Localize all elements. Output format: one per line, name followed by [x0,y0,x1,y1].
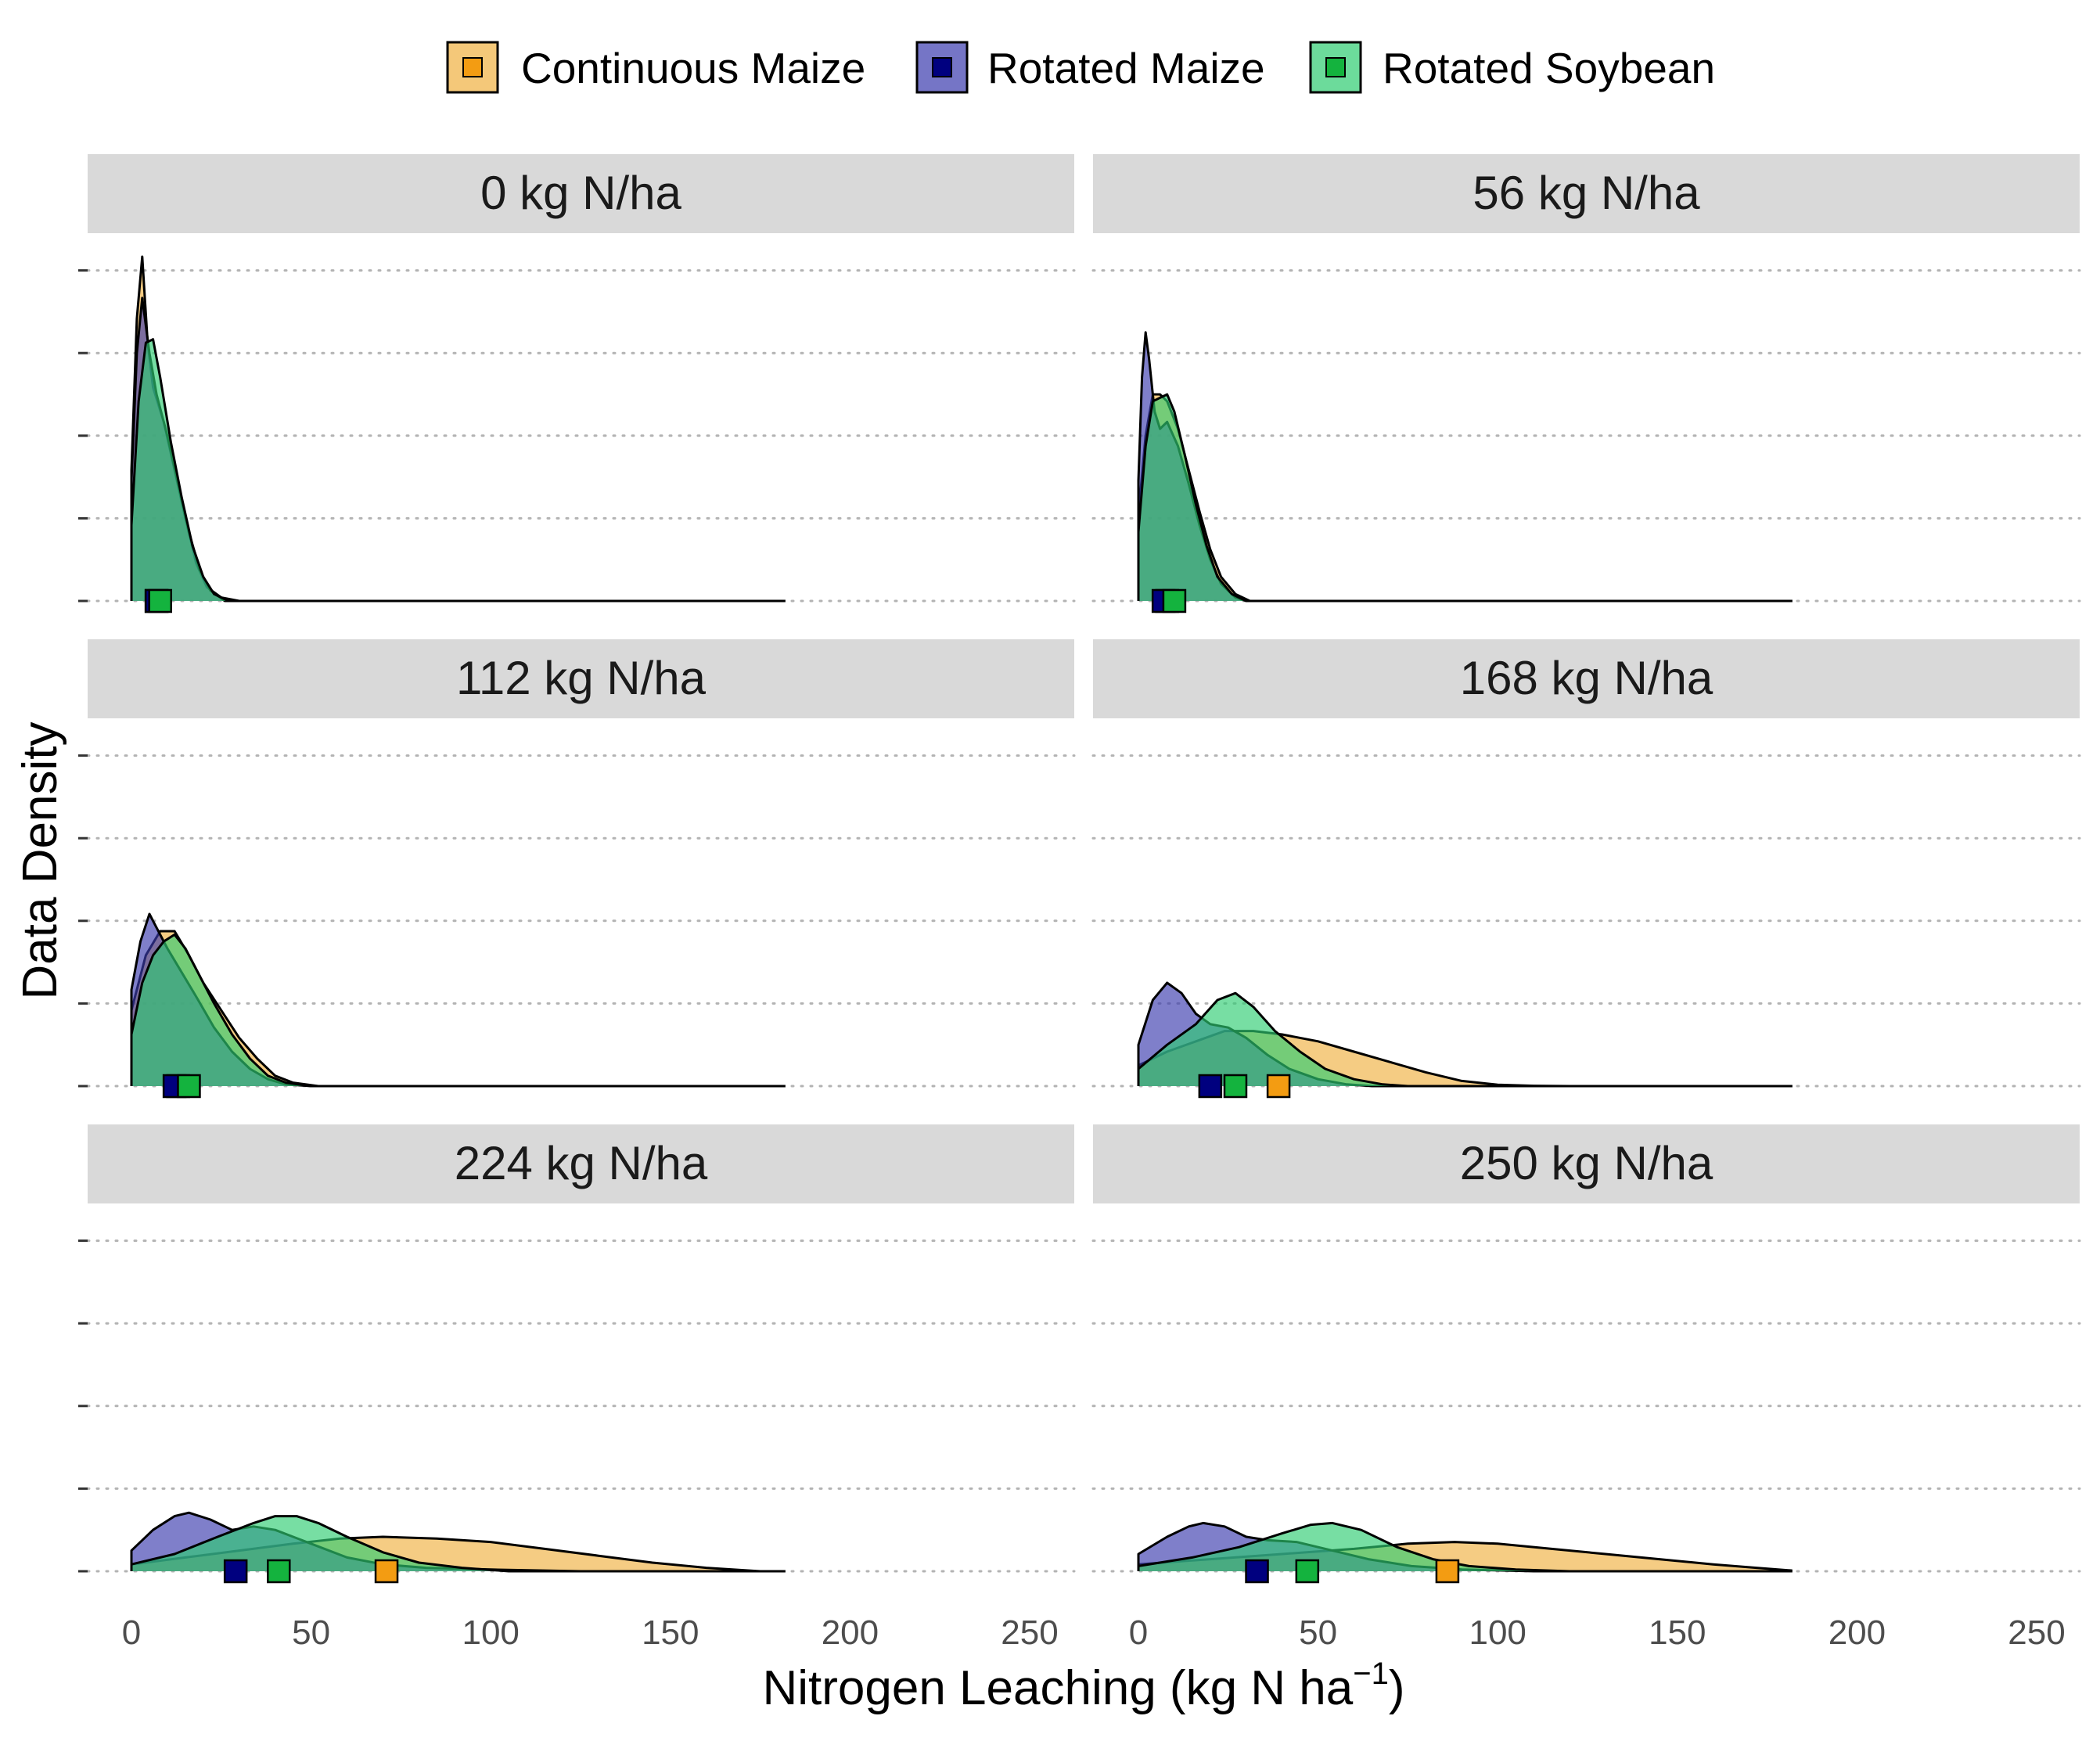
x-tick-label: 200 [822,1613,879,1652]
x-tick-label: 50 [292,1613,330,1652]
mean-marker [374,1559,399,1584]
density-area [131,339,786,601]
x-tick-label: 150 [1649,1613,1706,1652]
legend-key-marker [932,57,952,77]
density-area [1138,1523,1793,1571]
panel-strip-label: 250 kg N/ha [1460,1137,1713,1189]
mean-marker [1245,1559,1269,1584]
x-tick-label: 0 [122,1613,141,1652]
density-area [1138,332,1793,601]
density-area [131,297,786,601]
density-outline [130,297,786,603]
density-area [1138,993,1793,1086]
density-outline [1137,393,1793,603]
panels: 0 kg N/ha 56 kg N/ha 112 kg N/ha 168 kg N/h… [78,154,2081,1584]
legend-label: Rotated Maize [987,44,1265,92]
y-axis-title: Data Density [13,722,67,1000]
density-area [131,257,786,601]
density-outline [130,255,786,603]
panel-strip-label: 0 kg N/ha [480,167,681,219]
density-area [131,934,786,1086]
mean-marker [1223,1074,1248,1099]
x-tick-label: 250 [1001,1613,1058,1652]
legend-key-fill [446,41,499,94]
density-outline [1137,991,1793,1088]
mean-marker [177,1074,201,1099]
mean-marker [1198,1074,1223,1099]
legend-key-marker [1325,57,1346,77]
legend-item-continuous-maize: Continuous Maize [446,41,865,94]
density-outline [130,1515,786,1573]
x-tick-label: 100 [1469,1613,1526,1652]
density-outline [1137,393,1793,603]
x-tick-label: 200 [1829,1613,1886,1652]
legend-label: Rotated Soybean [1383,44,1715,92]
panel-strip [1093,1124,2080,1203]
panel-strip-label: 112 kg N/ha [456,652,707,704]
mean-marker [1266,1074,1291,1099]
panel-250-kg-n-ha: 250 kg N/ha [1091,1124,2081,1584]
panel-strip-label: 168 kg N/ha [1460,652,1713,704]
x-tick-label: 100 [462,1613,519,1652]
panel-56-kg-n-ha: 56 kg N/ha [1091,154,2081,613]
density-outline [1137,331,1793,603]
x-tick-label: 250 [2008,1613,2065,1652]
panel-strip [1093,639,2080,718]
x-axis-title: Nitrogen Leaching (kg N ha−1) [762,1657,1404,1715]
mean-marker [1435,1559,1460,1584]
x-axis-title-main: Nitrogen Leaching (kg N ha [762,1661,1353,1715]
panel-112-kg-n-ha: 112 kg N/ha [78,639,1076,1099]
density-outline [130,933,786,1088]
density-area [1138,394,1793,601]
legend-item-rotated-maize: Rotated Maize [915,41,1265,94]
legend-key-marker [462,57,483,77]
panel-strip [1093,154,2080,233]
x-tick-label: 0 [1129,1613,1148,1652]
density-outline [130,338,786,603]
panel-168-kg-n-ha: 168 kg N/ha [1091,639,2081,1099]
density-area [131,1516,786,1571]
mean-marker [1162,588,1187,613]
panel-strip [88,639,1074,718]
mean-marker [267,1559,291,1584]
legend: Continuous Maize Rotated Maize Rotated Soy… [446,41,1715,94]
density-outline [1137,1521,1793,1573]
density-area [1138,394,1793,601]
mean-marker [223,1559,248,1584]
axes: 0 50 100 150 200 250 0 50 100 150 200 250 Nitrogen L… [13,722,2066,1715]
panel-strip [88,154,1074,233]
panel-0-kg-n-ha: 0 kg N/ha [78,154,1076,613]
panel-strip [88,1124,1074,1203]
x-tick-label: 50 [1299,1613,1337,1652]
panel-strip-label: 56 kg N/ha [1473,167,1700,219]
panel-strip-label: 224 kg N/ha [455,1137,708,1189]
x-axis-title-superscript: −1 [1353,1657,1389,1691]
x-axis-title-close: ) [1389,1661,1405,1715]
mean-marker [1295,1559,1320,1584]
mean-marker [148,588,172,613]
legend-label: Continuous Maize [521,44,865,92]
x-tick-label: 150 [642,1613,699,1652]
legend-item-rotated-soybean: Rotated Soybean [1309,41,1715,94]
panel-224-kg-n-ha: 224 kg N/ha [78,1124,1076,1584]
